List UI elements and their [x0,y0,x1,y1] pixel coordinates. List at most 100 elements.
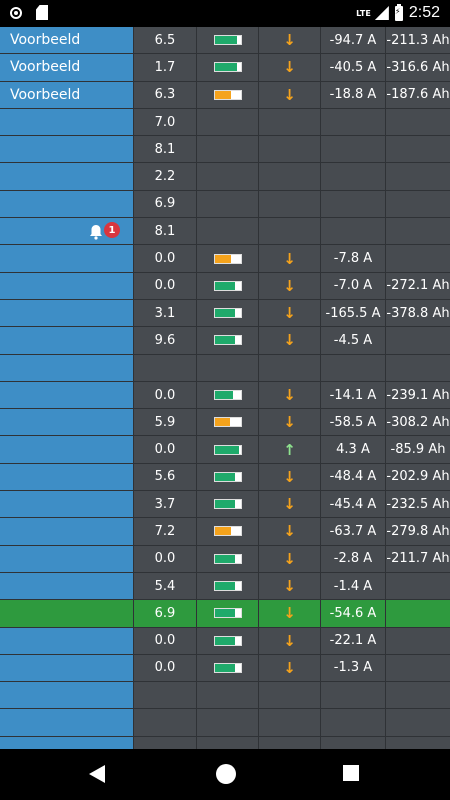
charge-bar-fill [214,663,236,672]
notification-bell[interactable]: 1 [88,222,120,242]
row-name[interactable] [0,518,134,545]
direction-cell: ↓ [259,299,321,327]
row-name[interactable] [0,136,134,163]
row-name[interactable] [0,600,134,627]
charge-cell [197,409,259,436]
arrow-down-icon: ↓ [283,249,296,268]
row-name[interactable]: Prognose NIS [0,736,134,749]
row-name[interactable] [0,436,134,463]
table-row[interactable]: 0.0 ↓ -7.0 A -272.1 Ah [0,272,450,300]
table-row[interactable]: 7.2 ↓ -63.7 A -279.8 Ah [0,518,450,546]
table-row[interactable]: 7.0 [0,108,450,137]
recents-icon[interactable] [343,765,359,781]
row-name[interactable] [0,709,134,736]
arrow-down-icon: ↓ [283,58,296,77]
direction-cell [259,190,321,218]
arrow-down-icon: ↓ [283,386,296,404]
row-name[interactable] [0,463,134,491]
row-name[interactable] [0,299,134,327]
row-name[interactable] [0,409,134,436]
charge-bar-fill [214,254,232,263]
direction-cell: ↓ [259,518,321,545]
row-ah: -202.9 Ah [386,469,450,485]
table-row[interactable]: 6.9 [0,190,450,219]
row-name[interactable]: Voorbeeld [0,54,134,81]
row-name[interactable] [0,327,134,354]
row-name[interactable]: Voorbeeld [0,27,134,54]
row-name[interactable] [0,108,134,136]
row-name[interactable]: 1 [0,218,134,245]
row-name[interactable] [0,245,134,272]
charge-cell [197,54,259,81]
row-current [321,136,386,163]
row-current: -7.8 A [321,245,386,272]
charge-cell [197,436,259,463]
home-icon[interactable] [216,764,236,784]
table-row[interactable]: 0.0 ↓ -22.1 A [0,627,450,655]
direction-cell: ↓ [259,463,321,491]
table-row[interactable]: 8.1 [0,136,450,164]
row-current: -14.1 A [321,381,386,409]
charge-bar-fill [214,636,236,645]
table-row[interactable]: 3.7 ↓ -45.4 A -232.5 Ah [0,491,450,519]
row-name[interactable]: Voorbeeld [0,81,134,108]
row-name[interactable] [0,545,134,572]
charge-bar-fill [214,582,236,591]
table-row[interactable]: 0.0 ↓ -1.3 A [0,654,450,683]
direction-cell: ↓ [259,245,321,272]
table-row[interactable]: Voorbeeld 6.3 ↓ -18.8 A -187.6 Ah [0,81,450,109]
table-row[interactable]: 2.2 [0,163,450,191]
charge-cell [197,381,259,409]
table-row[interactable]: 5.6 ↓ -48.4 A -202.9 Ah [0,463,450,492]
charge-cell [197,272,259,299]
row-value: 6.5 [134,27,197,54]
row-ah [386,163,450,189]
battery-charging-icon [394,3,403,21]
table-row[interactable]: 0.0 ↓ -2.8 A -211.7 Ah [0,545,450,573]
row-ah [386,245,450,271]
table-row[interactable]: 1 8.1 [0,218,450,246]
row-name[interactable] [0,491,134,518]
row-current: -48.4 A [321,463,386,491]
table-row[interactable]: Voorbeeld 1.7 ↓ -40.5 A -316.6 Ah [0,54,450,82]
charge-cell [197,136,259,163]
row-name[interactable] [0,354,134,381]
row-name[interactable] [0,163,134,190]
table-row[interactable] [0,354,450,382]
table-row[interactable] [0,682,450,710]
row-name[interactable] [0,627,134,654]
table-row[interactable]: 0.0 ↓ -7.8 A [0,245,450,273]
charge-bar-fill [214,36,237,45]
table-row[interactable]: 5.9 ↓ -58.5 A -308.2 Ah [0,409,450,437]
charge-cell [197,27,259,54]
row-name[interactable] [0,190,134,218]
row-name[interactable] [0,682,134,709]
table-row[interactable]: Voorbeeld 6.5 ↓ -94.7 A -211.3 Ah [0,27,450,55]
table-row[interactable]: 0.0 ↑ 4.3 A -85.9 Ah [0,436,450,464]
table-row[interactable]: 6.9 ↓ -54.6 A [0,600,450,628]
table-row[interactable]: 9.6 ↓ -4.5 A [0,327,450,355]
row-ah [386,355,450,381]
direction-cell [259,108,321,136]
charge-bar [213,35,242,46]
row-name[interactable] [0,272,134,299]
table-row[interactable]: 5.4 ↓ -1.4 A [0,572,450,601]
charge-bar [213,581,242,592]
row-name[interactable] [0,572,134,600]
table-row[interactable]: Prognose NIS [0,736,450,749]
status-bar: LTE 2:52 [0,0,450,27]
row-value: 7.0 [134,108,197,136]
arrow-down-icon: ↓ [283,304,296,323]
row-ah [386,327,450,353]
row-name[interactable] [0,381,134,409]
back-icon[interactable] [89,765,105,783]
table-row[interactable]: 0.0 ↓ -14.1 A -239.1 Ah [0,381,450,410]
row-ah: -279.8 Ah [386,523,450,539]
arrow-down-icon: ↓ [283,31,296,50]
sd-card-icon [36,5,48,20]
table-row[interactable] [0,709,450,737]
row-name[interactable] [0,654,134,682]
row-value [134,682,197,709]
table-row[interactable]: 3.1 ↓ -165.5 A -378.8 Ah [0,299,450,328]
arrow-down-icon: ↓ [283,85,296,104]
